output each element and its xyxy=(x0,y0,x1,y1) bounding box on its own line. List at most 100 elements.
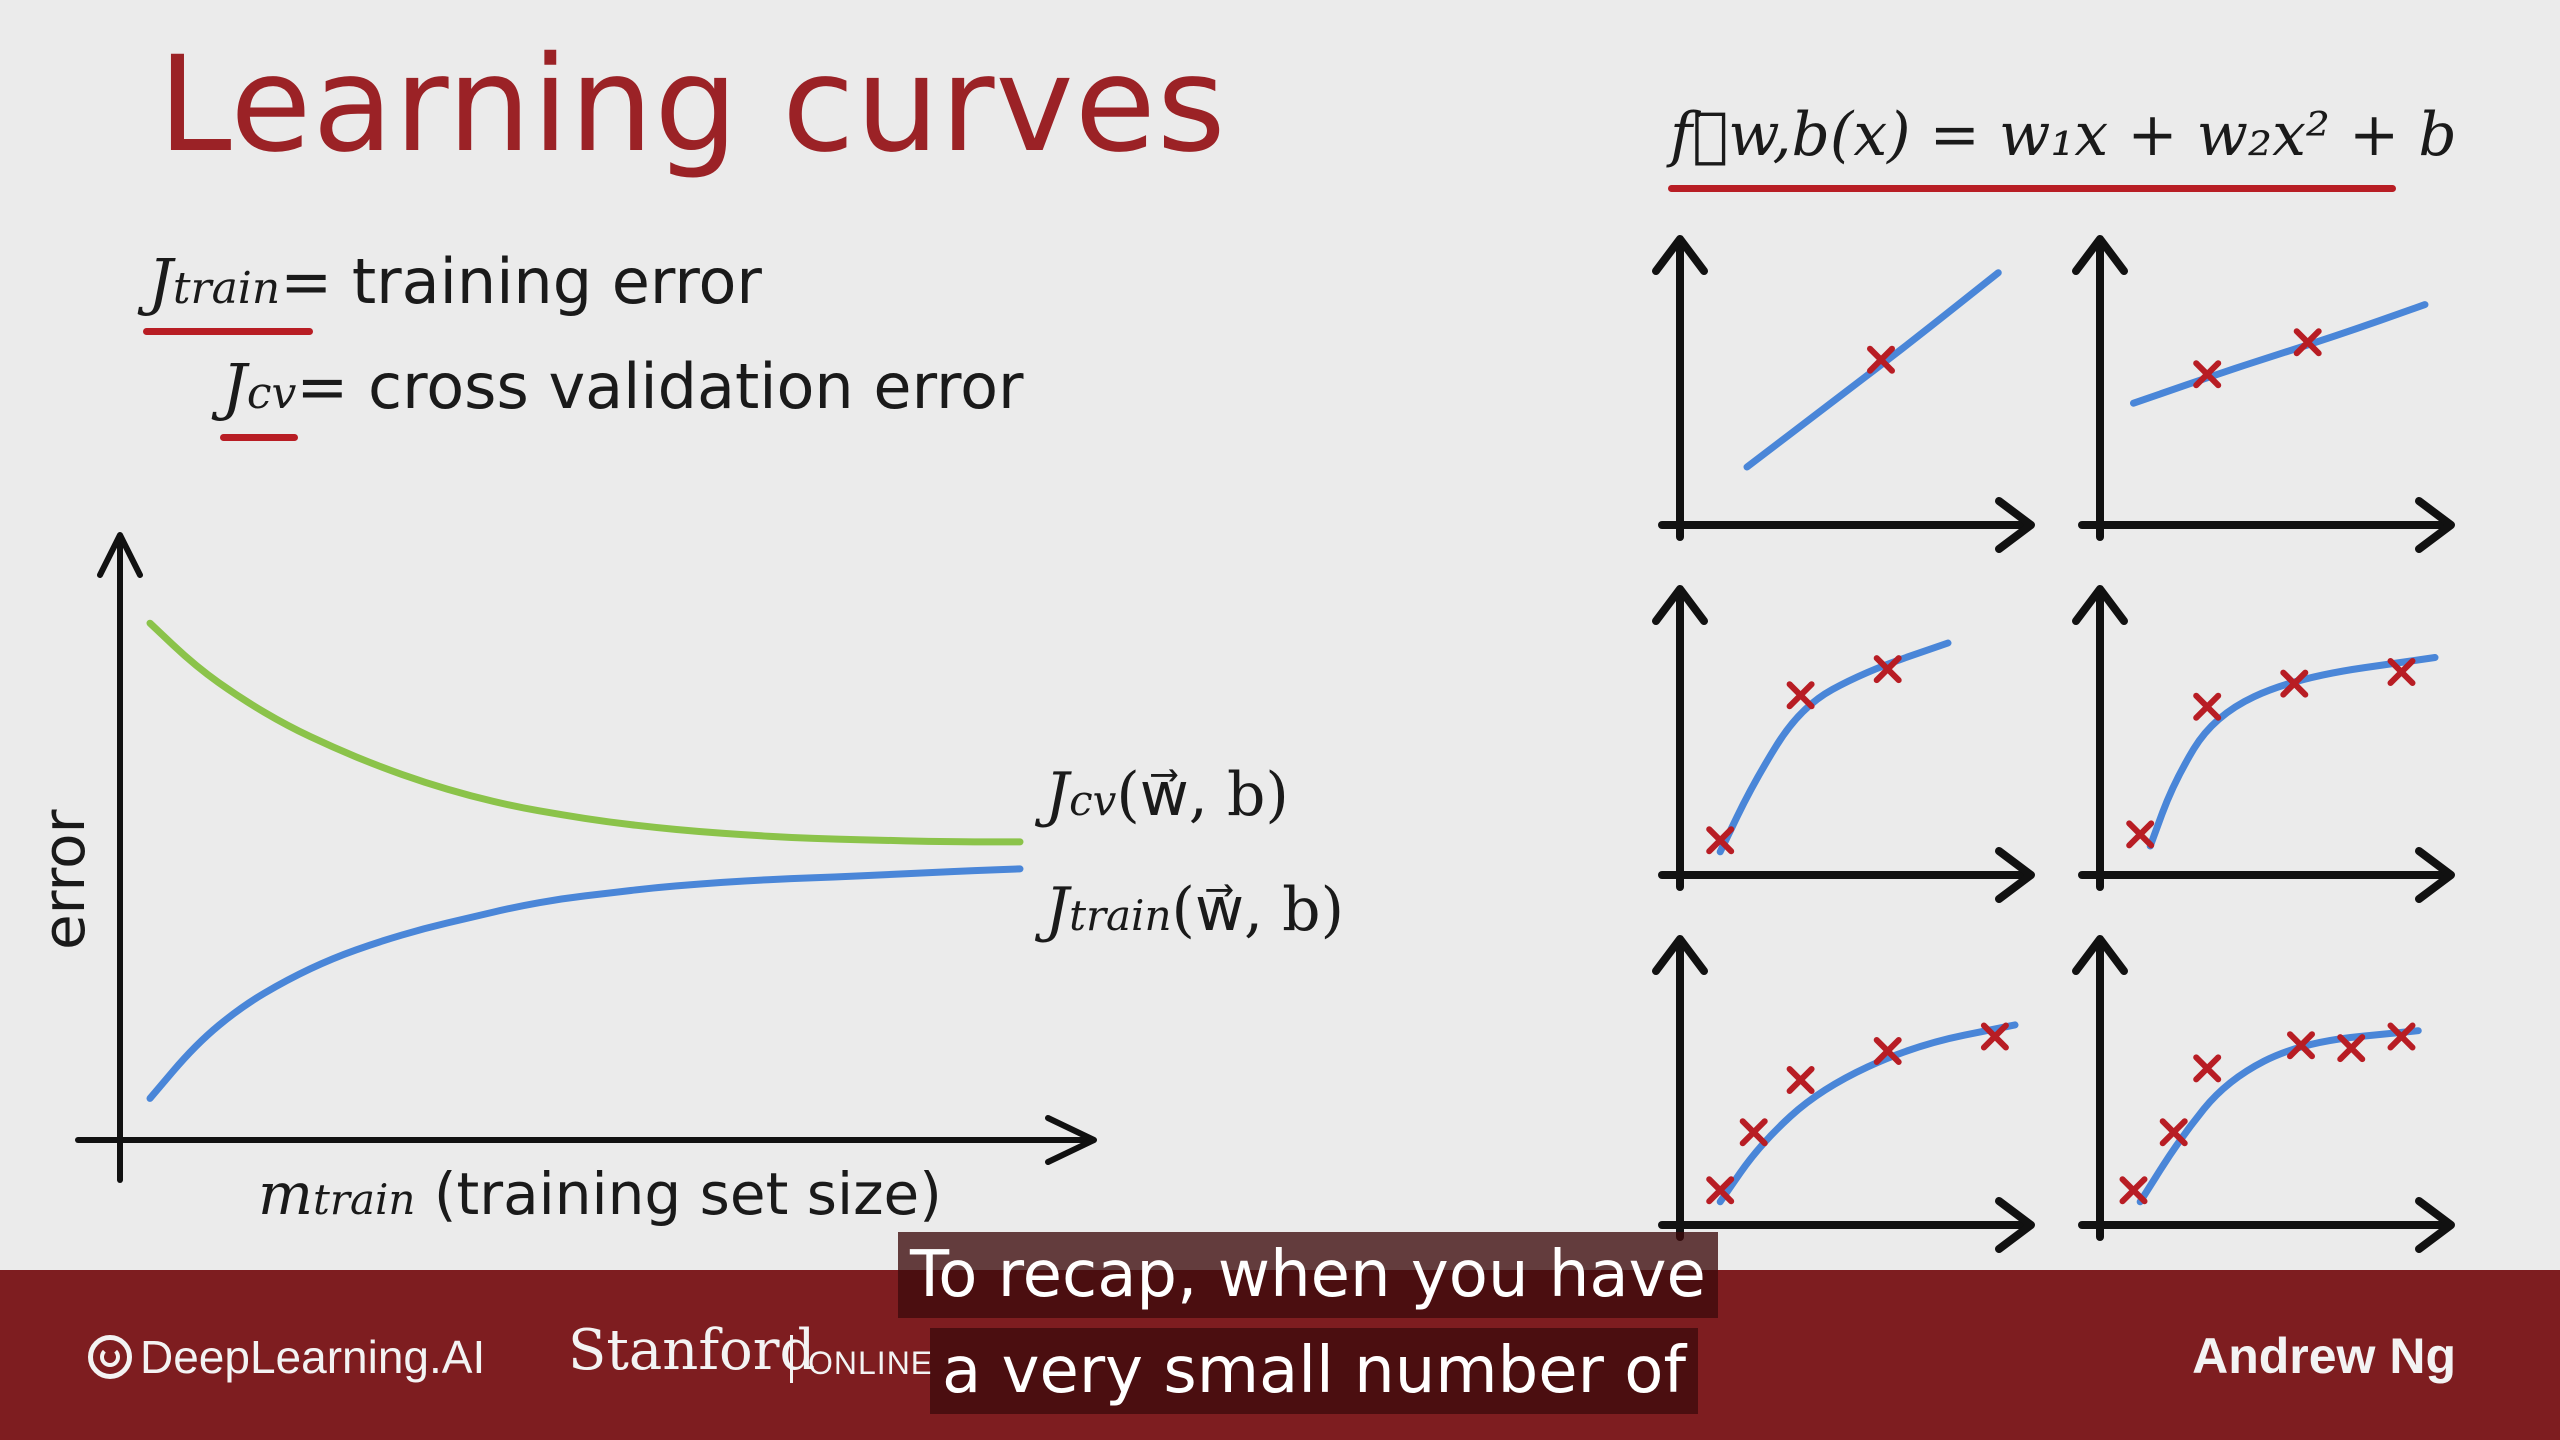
data-point-x-mark xyxy=(1739,1118,1768,1147)
x-mark-stroke xyxy=(2280,669,2309,698)
x-mark-stroke xyxy=(2287,1031,2315,1060)
data-point-x-mark xyxy=(2280,669,2309,698)
series-label-jtrain: Jtrain(w⃗, b) xyxy=(1045,875,1344,945)
mini-plot-2 xyxy=(2072,235,2455,553)
x-mark-stroke xyxy=(1867,345,1895,374)
subtitle-line-1: To recap, when you have xyxy=(898,1232,1718,1318)
model-formula: f⃗w,b(x) = w₁x + w₂x² + b xyxy=(1670,100,2457,170)
x-mark-stroke xyxy=(2119,1176,2148,1205)
x-mark-stroke xyxy=(2337,1034,2366,1063)
mini-fit-curve xyxy=(1716,639,1952,856)
x-mark-stroke xyxy=(1786,681,1815,710)
data-point-x-mark xyxy=(2337,1034,2366,1063)
data-point-x-mark xyxy=(2287,1031,2315,1060)
data-point-x-mark xyxy=(2159,1118,2188,1147)
data-point-x-mark xyxy=(2119,1176,2148,1205)
mini-plot-1 xyxy=(1652,235,2035,553)
x-mark-stroke xyxy=(1706,826,1735,855)
data-point-x-mark xyxy=(1873,655,1902,684)
series-label-symbol: J xyxy=(1045,875,1070,945)
definition-text: = cross validation error xyxy=(296,350,1024,423)
series-label-jcv: Jcv(w⃗, b) xyxy=(1045,760,1289,830)
series-label-subscript: cv xyxy=(1069,776,1117,825)
mini-x-arrowhead xyxy=(2415,497,2455,553)
x-axis-arrowhead xyxy=(1045,1115,1097,1165)
data-point-x-mark xyxy=(1873,1037,1902,1065)
x-mark-stroke xyxy=(2193,360,2222,389)
definition-subscript: cv xyxy=(246,368,297,419)
mini-x-arrowhead xyxy=(1995,1197,2035,1253)
logo-divider xyxy=(790,1335,793,1383)
subtitle-line-2: a very small number of xyxy=(930,1328,1698,1414)
mini-y-arrowhead xyxy=(1652,935,1708,975)
author-name: Andrew Ng xyxy=(2192,1328,2456,1384)
x-mark-stroke xyxy=(2387,1022,2416,1051)
data-point-x-mark xyxy=(2193,692,2222,721)
deeplearning-logo-icon xyxy=(88,1335,132,1379)
data-point-x-mark xyxy=(1867,345,1895,374)
x-mark-stroke xyxy=(1873,1037,1902,1065)
deeplearning-logo: DeepLearning.AI xyxy=(88,1330,485,1384)
mini-y-arrowhead xyxy=(1652,235,1708,275)
data-point-x-mark xyxy=(2293,328,2322,357)
x-axis-label-symbol: m xyxy=(258,1160,313,1228)
definition-symbol: J xyxy=(222,350,247,423)
mini-fit-curve xyxy=(2146,654,2439,850)
stanford-online-text: ONLINE xyxy=(808,1345,934,1381)
mini-y-arrowhead xyxy=(1652,585,1708,625)
deeplearning-logo-text: DeepLearning.AI xyxy=(140,1331,486,1383)
x-mark-stroke xyxy=(2193,692,2222,721)
data-point-x-mark xyxy=(2387,1022,2416,1051)
mini-plot-4 xyxy=(2072,585,2455,903)
data-point-x-mark xyxy=(1980,1022,2009,1051)
y-axis-arrowhead xyxy=(97,532,143,578)
x-mark-stroke xyxy=(2293,328,2322,357)
definition-text: = training error xyxy=(280,245,762,318)
series-line-jcv xyxy=(146,619,1024,846)
definition-jcv: Jcv= cross validation error xyxy=(222,350,1024,423)
data-point-x-mark xyxy=(2126,820,2155,849)
data-point-x-mark xyxy=(1786,681,1815,710)
mini-x-arrowhead xyxy=(1995,847,2035,903)
x-mark-stroke xyxy=(1873,655,1902,684)
data-point-x-mark xyxy=(1786,1066,1815,1094)
x-mark-stroke xyxy=(2159,1118,2188,1147)
series-label-subscript: train xyxy=(1069,891,1172,940)
mini-y-arrowhead xyxy=(2072,585,2128,625)
x-mark-stroke xyxy=(1786,1066,1815,1094)
data-point-x-mark xyxy=(2193,1054,2222,1083)
x-mark-stroke xyxy=(2387,658,2416,686)
stanford-logo: Stanford xyxy=(568,1318,816,1383)
definition-subscript: train xyxy=(172,263,281,314)
mini-x-arrowhead xyxy=(1995,497,2035,553)
underline-jcv xyxy=(220,434,298,441)
learning-curve-chart xyxy=(75,532,1097,1183)
mini-plot-3 xyxy=(1652,585,2035,903)
chart-axes xyxy=(75,532,1097,1183)
mini-plot-5 xyxy=(1652,935,2035,1253)
y-axis-label: error xyxy=(30,809,98,950)
x-mark-stroke xyxy=(2126,820,2155,849)
data-point-x-mark xyxy=(2387,658,2416,686)
mini-fit-curve xyxy=(2130,301,2429,407)
underline-jtrain xyxy=(143,328,313,335)
x-axis-label-text: (training set size) xyxy=(433,1160,942,1228)
data-point-x-mark xyxy=(1706,826,1735,855)
series-line-jtrain xyxy=(146,865,1024,1102)
slide-title: Learning curves xyxy=(158,28,1227,182)
data-point-x-mark xyxy=(2193,360,2222,389)
mini-fit-curve xyxy=(2136,1027,2422,1206)
chart-series xyxy=(146,619,1024,1102)
x-mark-stroke xyxy=(1706,1176,1735,1205)
x-axis-label: mtrain (training set size) xyxy=(258,1160,942,1228)
series-label-args: (w⃗, b) xyxy=(1116,760,1289,830)
mini-x-arrowhead xyxy=(2415,847,2455,903)
underline-formula xyxy=(1668,185,2396,192)
x-mark-stroke xyxy=(2193,1054,2222,1083)
series-label-symbol: J xyxy=(1045,760,1070,830)
mini-y-arrowhead xyxy=(2072,235,2128,275)
series-label-args: (w⃗, b) xyxy=(1171,875,1344,945)
mini-x-arrowhead xyxy=(2415,1197,2455,1253)
definition-jtrain: Jtrain= training error xyxy=(148,245,762,318)
mini-y-arrowhead xyxy=(2072,935,2128,975)
